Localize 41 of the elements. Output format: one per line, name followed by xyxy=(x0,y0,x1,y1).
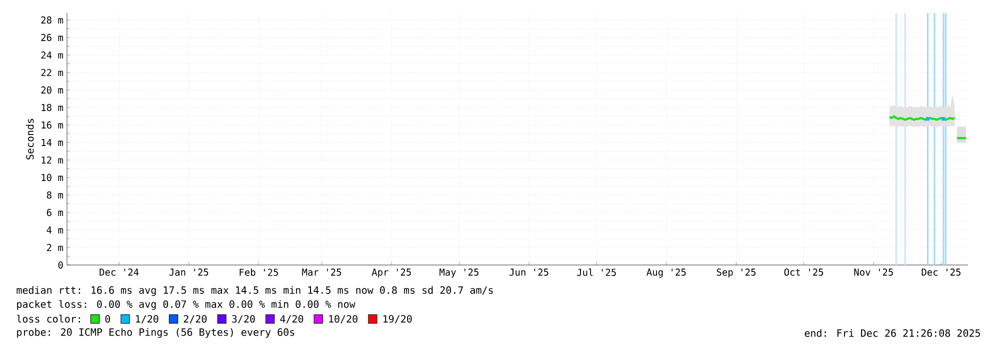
x-tick-label: Feb '25 xyxy=(240,268,278,276)
y-tick-label: 22 m xyxy=(41,68,64,76)
x-tick-label: Jul '25 xyxy=(577,268,616,276)
y-tick-label: 16 m xyxy=(42,121,64,129)
text: end: Fri Dec 26 21:26:08 2025 xyxy=(804,329,980,337)
y-tick-label: 14 m xyxy=(42,139,64,146)
x-tick-label: Jun '25 xyxy=(509,268,548,276)
legend-label: 19/20 xyxy=(383,315,412,324)
y-tick-label: 10 m xyxy=(42,174,64,182)
x-tick-label: May '25 xyxy=(440,268,478,278)
text: probe: 20 ICMP Echo Pings (56 Bytes) every 60s xyxy=(17,328,294,338)
x-tick-label: Aug '25 xyxy=(646,268,686,278)
y-tick-label: 28 m xyxy=(41,16,64,24)
y-tick-label: 20 m xyxy=(41,86,64,94)
y-tick-label: 4 m xyxy=(46,226,64,234)
x-tick-label: Sep '25 xyxy=(716,268,756,278)
legend-label: 10/20 xyxy=(329,315,358,324)
x-tick-label: Apr '25 xyxy=(372,268,411,278)
y-tick-label: 18 m xyxy=(42,104,64,112)
legend-label: 2/20 xyxy=(184,315,207,324)
y-tick-label: 6 m xyxy=(46,208,64,216)
y-tick-label: 26 m xyxy=(41,34,64,42)
text: median rtt: 16.6 ms avg 17.5 ms max 14.5 ms min 14.5 ms now 0.8 ms sd 20.7 am/s xyxy=(16,286,493,296)
legend-label: 1/20 xyxy=(136,315,158,324)
legend-label: 4/20 xyxy=(280,315,304,324)
x-tick-label: Oct '25 xyxy=(784,268,824,276)
y-tick-label: 8 m xyxy=(46,191,64,199)
x-tick-label: Dec '25 xyxy=(922,268,960,276)
x-tick-label: Jan '25 xyxy=(169,268,208,276)
y-tick-label: 0 xyxy=(58,261,63,269)
y-tick-label: 12 m xyxy=(42,156,64,164)
y-axis-title: Seconds xyxy=(26,118,34,160)
x-tick-label: Mar '25 xyxy=(302,268,342,276)
y-tick-label: 24 m xyxy=(41,51,64,59)
y-tick-label: 2 m xyxy=(47,244,64,252)
text: packet loss: 0.00 % avg 0.07 % max 0.00 % min 0.00 % now xyxy=(17,300,356,310)
legend-label: 0 xyxy=(105,315,110,323)
x-tick-label: Dec '24 xyxy=(100,268,139,276)
x-tick-label: Nov '25 xyxy=(854,268,893,276)
legend-label: 3/20 xyxy=(232,315,255,324)
legend-title: loss color: xyxy=(16,314,80,323)
